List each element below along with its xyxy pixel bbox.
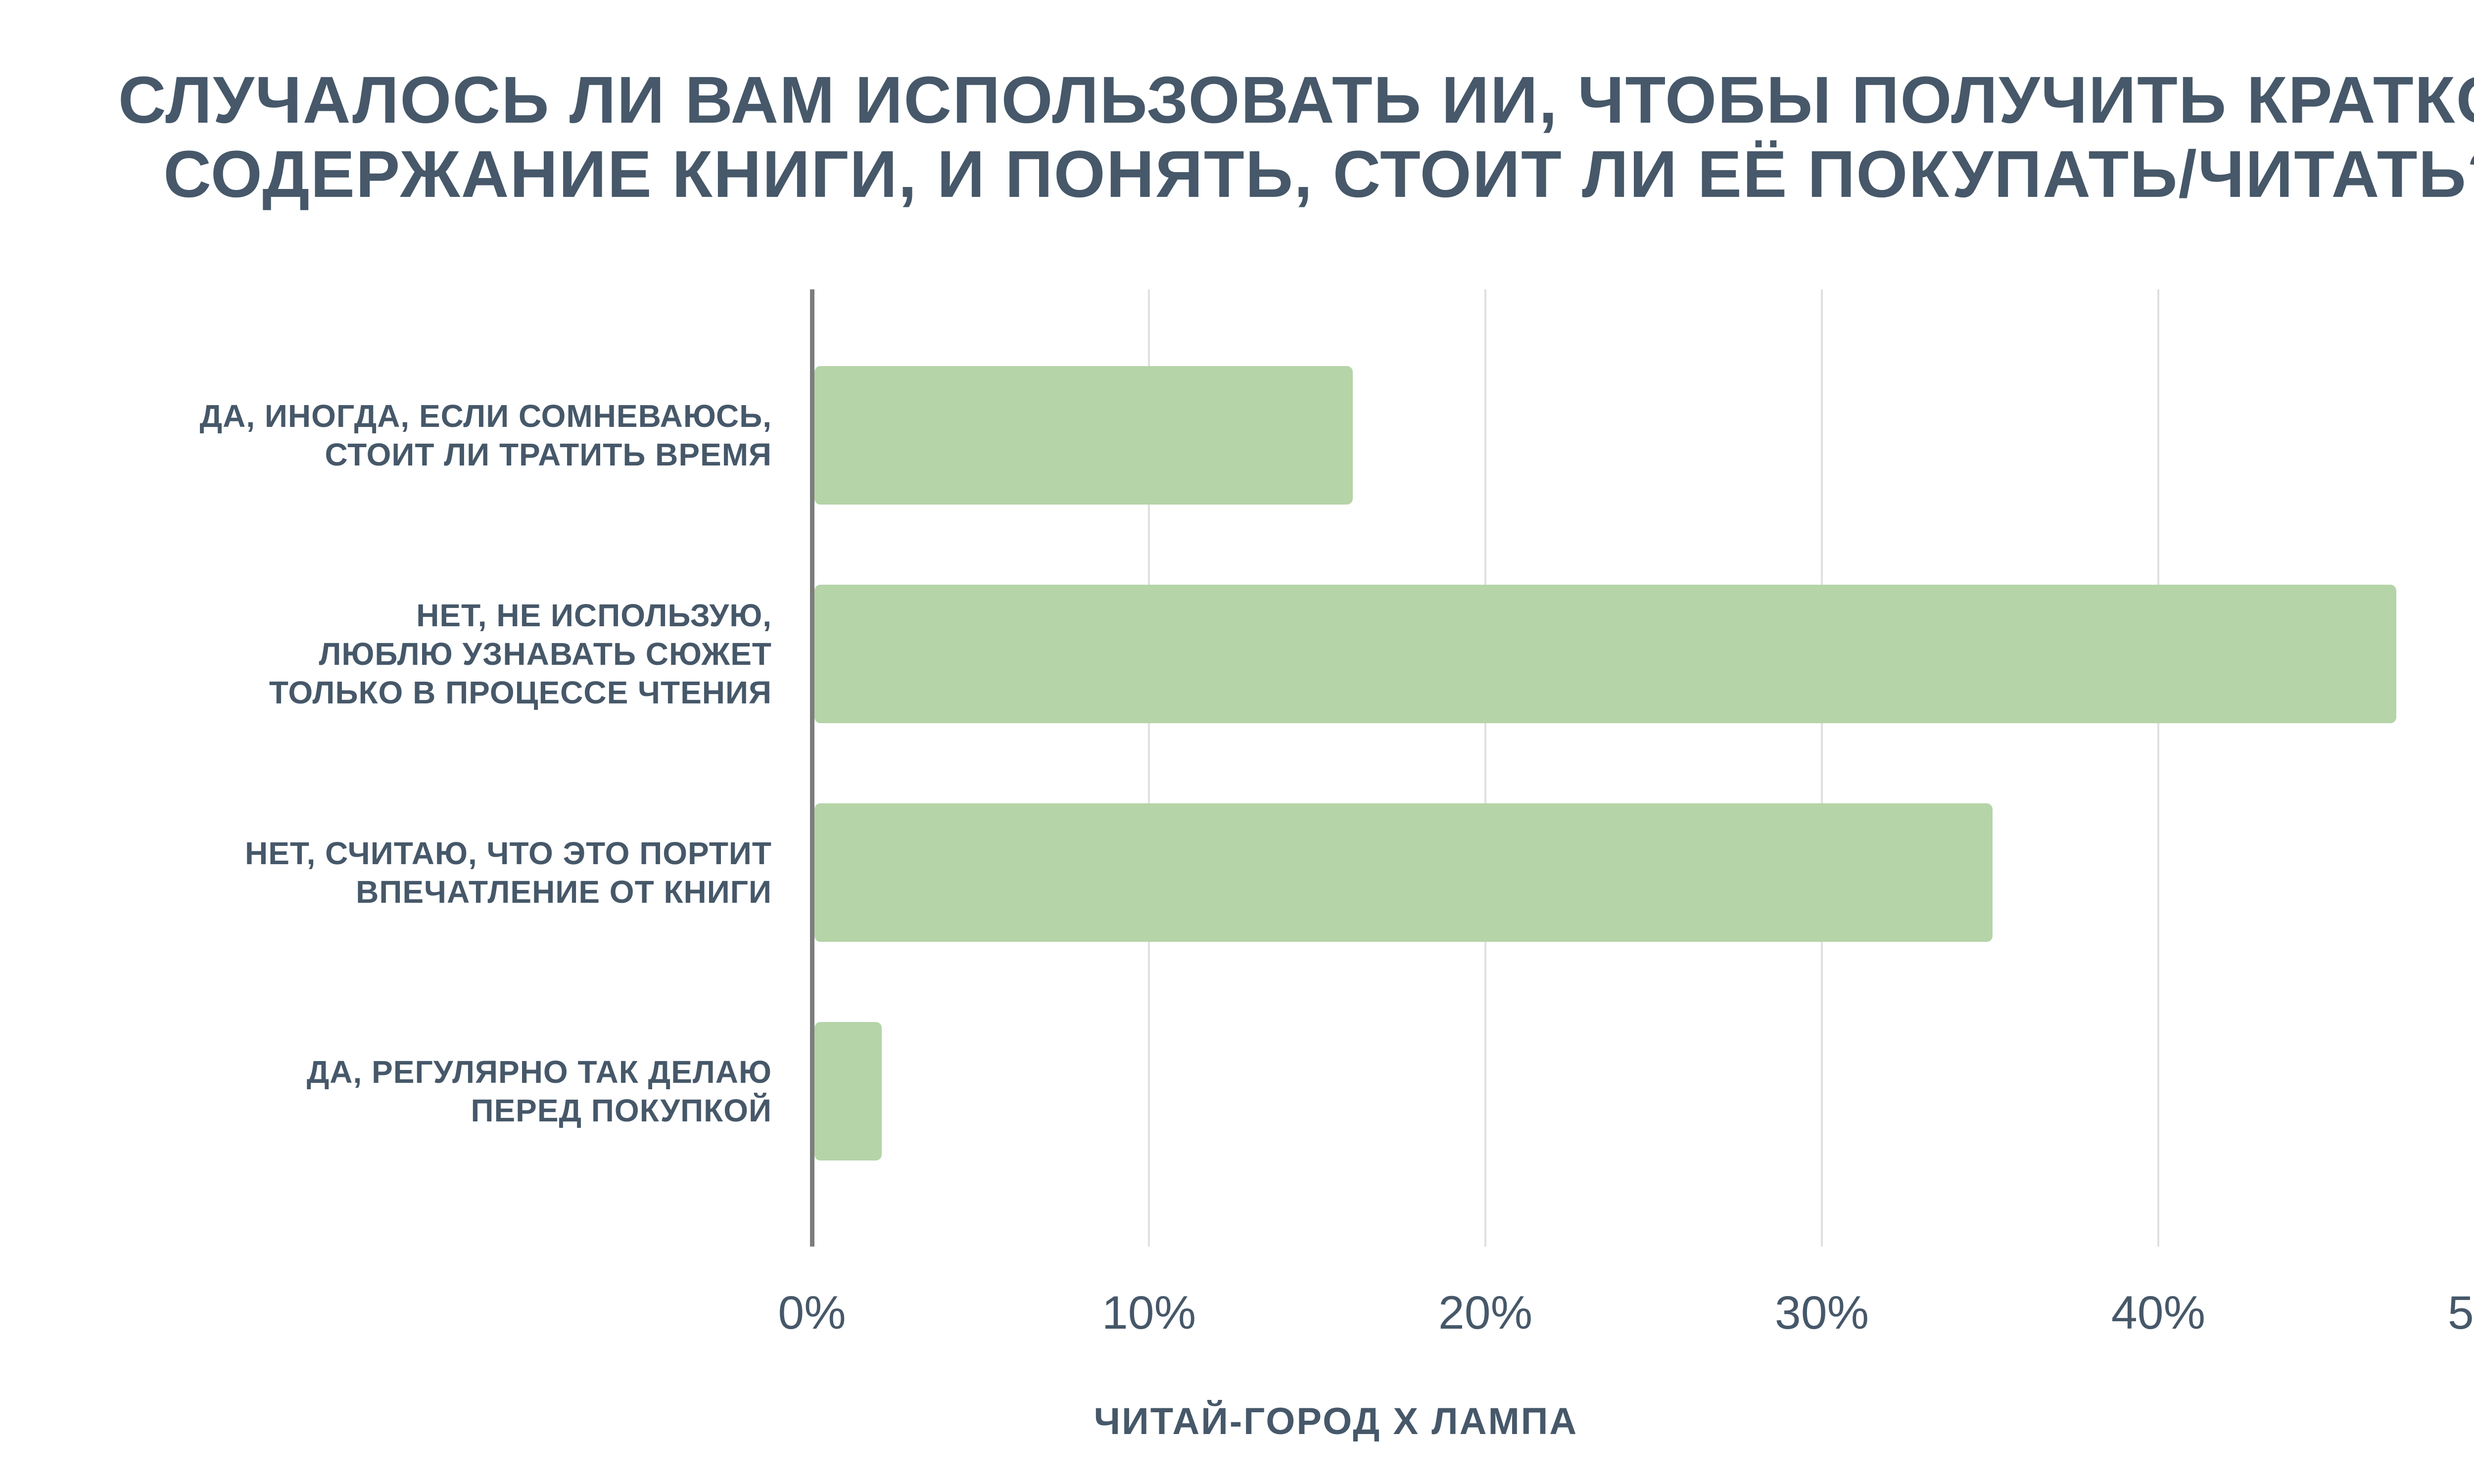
chart-title: СЛУЧАЛОСЬ ЛИ ВАМ ИСПОЛЬЗОВАТЬ ИИ, ЧТОБЫ … — [118, 63, 2474, 211]
bar-yes-regularly — [814, 1022, 882, 1160]
x-tick-40pct: 40% — [2111, 1287, 2206, 1339]
gridline-10pct — [1148, 289, 1150, 1247]
gridline-20pct — [1484, 289, 1486, 1247]
y-axis-line — [810, 289, 814, 1247]
gridline-30pct — [1821, 289, 1823, 1247]
gridline-40pct — [2157, 289, 2159, 1247]
x-tick-50pct: 50% — [2447, 1287, 2474, 1339]
bar-sometimes-doubt — [814, 366, 1353, 505]
x-tick-30pct: 30% — [1774, 1287, 1869, 1339]
category-label-sometimes-doubt: ДА, ИНОГДА, ЕСЛИ СОМНЕВАЮСЬ, СТОИТ ЛИ ТР… — [199, 398, 772, 472]
x-tick-0pct: 0% — [778, 1287, 846, 1339]
x-tick-10pct: 10% — [1101, 1287, 1196, 1339]
category-label-no-spoils: НЕТ, СЧИТАЮ, ЧТО ЭТО ПОРТИТ ВПЕЧАТЛЕНИЕ … — [244, 835, 772, 910]
bar-no-love-plot — [814, 585, 2396, 723]
bar-no-spoils — [814, 803, 1993, 942]
source-label: ЧИТАЙ-ГОРОД X ЛАМПА — [1094, 1400, 1578, 1442]
category-label-no-love-plot: НЕТ, НЕ ИСПОЛЬЗУЮ, ЛЮБЛЮ УЗНАВАТЬ СЮЖЕТ … — [269, 598, 772, 710]
category-label-yes-regularly: ДА, РЕГУЛЯРНО ТАК ДЕЛАЮ ПЕРЕД ПОКУПКОЙ — [306, 1054, 772, 1128]
x-tick-20pct: 20% — [1438, 1287, 1533, 1339]
